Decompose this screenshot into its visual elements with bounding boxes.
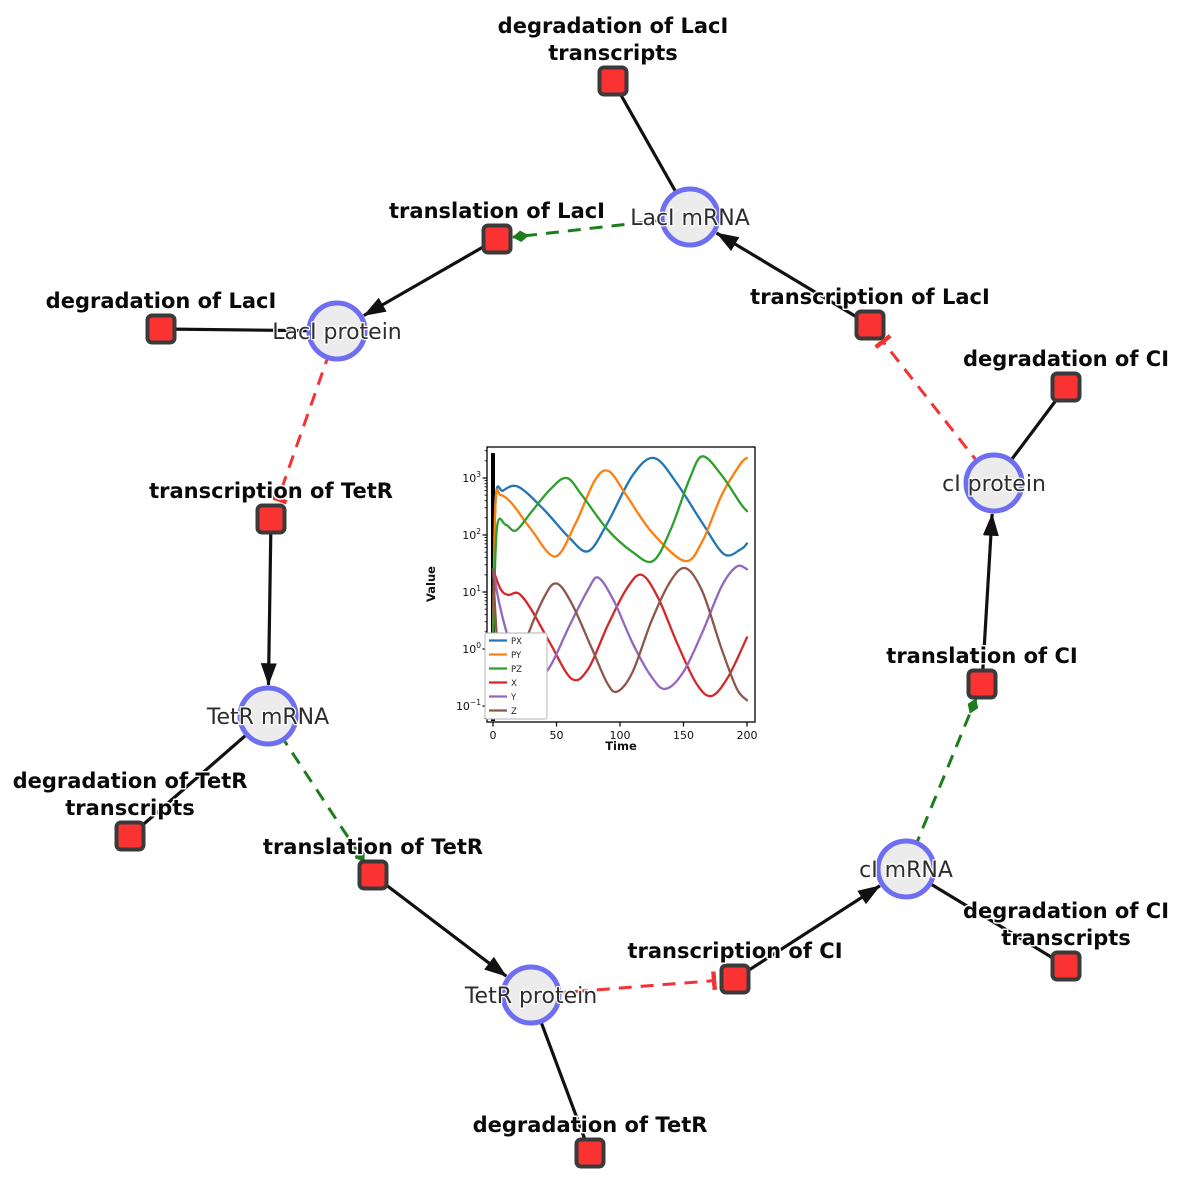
reaction-label-tc_ci-line1: transcription of CI (627, 939, 842, 963)
species-node-laci_protein (306, 300, 368, 362)
legend-label-Z: Z (511, 707, 517, 717)
y-tick-label: 102 (462, 527, 481, 542)
species-label-ci_mrna: cI mRNA (859, 858, 953, 883)
reaction-node-deg_tetr_tx (114, 820, 146, 852)
series-line-X (491, 568, 749, 698)
y-axis-label: Value (425, 566, 438, 602)
x-tick-label: 200 (737, 729, 758, 742)
species-label-ci_protein: cI protein (942, 472, 1046, 497)
series-line-PY (491, 456, 749, 651)
reaction-label-deg_tetr-line1: degradation of TetR (473, 1113, 708, 1137)
reaction-node-tl_ci (966, 668, 998, 700)
edge-tl_tetr-to-tetr_protein (372, 873, 508, 978)
edge-tl_laci-to-laci_protein (363, 237, 498, 317)
y-tick-label: 10−1 (456, 698, 481, 713)
reaction-label-deg_laci-line1: degradation of LacI (46, 289, 277, 313)
edge-tc_ci-to-ci_mrna (734, 884, 881, 981)
reaction-node-tc_ci (719, 963, 751, 995)
inset-timeseries-chart: 0 50 100 150 200 10−1 100 101 102 103 PX PY PZ X Y Z Ti… (425, 436, 770, 768)
reaction-label-tl_ci-line1: translation of CI (886, 644, 1077, 668)
y-tick-label: 100 (462, 641, 481, 656)
x-tick-label: 0 (490, 729, 497, 742)
edge-tc_tetr-to-tetr_mrna (260, 518, 277, 686)
reaction-label-deg_tetr_tx-line2: transcripts (65, 796, 195, 820)
legend-label-PX: PX (511, 637, 522, 647)
reaction-node-tc_tetr (255, 503, 287, 535)
y-tick-label: 103 (462, 470, 481, 485)
species-label-tetr_mrna: TetR mRNA (206, 705, 329, 730)
x-tick-label: 100 (610, 729, 631, 742)
edge-tetr_protein-to-tc_ci (530, 971, 718, 997)
y-tick-label: 101 (462, 584, 481, 599)
species-node-ci_mrna (875, 838, 937, 900)
labels-layer: degradation of LacI transcripts translatio… (11, 13, 1170, 1139)
reaction-label-deg_laci_tx-line2: transcripts (548, 41, 678, 65)
legend-label-X: X (511, 679, 517, 689)
edge-tc_laci-to-laci_mrna (715, 231, 871, 327)
species-label-laci_protein: LacI protein (272, 320, 402, 345)
reaction-label-tc_laci-line1: transcription of LacI (750, 285, 990, 309)
edge-ci_mrna-to-tl_ci (904, 698, 979, 870)
series-line-PZ (491, 455, 749, 651)
reaction-node-tc_laci (854, 309, 886, 341)
species-label-tetr_protein: TetR protein (464, 984, 597, 1009)
species-node-ci_protein (963, 452, 1025, 514)
legend: PX PY PZ XYZ (484, 632, 548, 720)
species-label-laci_mrna: LacI mRNA (630, 206, 750, 231)
legend-label-PZ: PZ (511, 665, 522, 675)
series-line-PX (491, 456, 749, 651)
species-node-laci_mrna (659, 186, 721, 248)
legend-label-Y: Y (510, 693, 517, 703)
reaction-label-deg_tetr_tx-line1: degradation of TetR (13, 769, 248, 793)
legend-label-PY: PY (511, 651, 522, 661)
reaction-label-tc_tetr-line1: transcription of TetR (149, 479, 393, 503)
reaction-label-tl_tetr-line1: translation of TetR (263, 835, 483, 859)
reaction-node-deg_tetr (574, 1137, 606, 1169)
reaction-node-deg_laci (145, 313, 177, 345)
species-node-tetr_protein (500, 964, 562, 1026)
reaction-node-tl_tetr (357, 859, 389, 891)
x-axis-label: Time (605, 739, 637, 753)
reaction-node-tl_laci (481, 223, 513, 255)
reaction-label-deg_laci_tx-line1: degradation of LacI (498, 14, 729, 38)
reaction-label-tl_laci-line1: translation of LacI (389, 199, 605, 223)
edge-tl_ci-to-ci_protein (980, 513, 999, 685)
reaction-node-deg_laci_tx (597, 65, 629, 97)
x-tick-label: 50 (550, 729, 564, 742)
species-node-tetr_mrna (237, 685, 299, 747)
reaction-node-deg_ci (1050, 371, 1082, 403)
reaction-label-deg_ci-line1: degradation of CI (963, 347, 1169, 371)
reaction-label-deg_ci_tx-line1: degradation of CI (963, 899, 1169, 923)
reaction-node-deg_ci_tx (1050, 950, 1082, 982)
edge-ci_mrna-to-deg_ci_tx (905, 867, 1067, 968)
x-tick-label: 150 (673, 729, 694, 742)
nodes-layer (114, 65, 1082, 1169)
reaction-label-deg_ci_tx-line2: transcripts (1001, 926, 1131, 950)
